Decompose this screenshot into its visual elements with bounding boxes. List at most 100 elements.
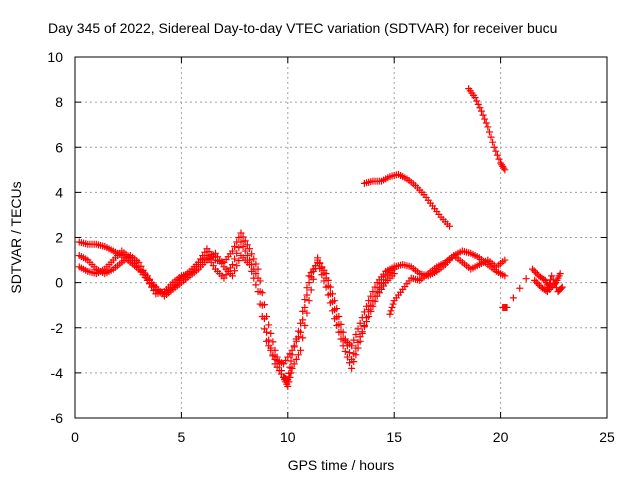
data-point	[292, 355, 300, 363]
data-point	[285, 369, 293, 377]
data-point	[269, 351, 277, 359]
data-point	[303, 291, 311, 299]
data-point	[254, 288, 262, 296]
data-point	[532, 268, 540, 276]
data-point	[390, 270, 398, 278]
data-point	[228, 247, 236, 255]
data-point	[551, 280, 559, 288]
data-point	[331, 315, 339, 323]
data-point	[307, 273, 315, 281]
data-point	[360, 323, 368, 331]
data-point	[248, 267, 256, 275]
data-point	[522, 275, 530, 283]
data-point	[294, 351, 302, 359]
data-point	[501, 256, 509, 264]
data-point	[241, 247, 249, 255]
data-point	[360, 308, 368, 316]
data-point	[322, 270, 330, 278]
y-tick-label: -6	[51, 410, 64, 426]
data-point	[500, 164, 508, 172]
data-point	[248, 250, 256, 258]
data-point	[354, 338, 362, 346]
grid-layer	[75, 57, 607, 418]
data-point	[228, 272, 236, 280]
series-track-c	[75, 249, 398, 368]
data-point	[343, 342, 351, 350]
data-point	[284, 382, 292, 390]
data-point	[473, 97, 481, 105]
x-tick-label: 5	[178, 429, 186, 445]
points-layer	[75, 85, 566, 390]
data-point	[305, 279, 313, 287]
x-tick-label: 10	[280, 429, 296, 445]
data-point	[352, 344, 360, 352]
data-point	[256, 300, 264, 308]
series-high-arc	[360, 170, 454, 230]
data-point	[237, 229, 245, 237]
data-point	[252, 281, 260, 289]
y-tick-label: 6	[55, 139, 63, 155]
data-point	[231, 255, 239, 263]
data-point	[482, 119, 490, 127]
data-point	[530, 267, 538, 275]
data-point	[303, 284, 311, 292]
data-point	[492, 147, 500, 155]
data-point	[479, 111, 487, 119]
data-point	[354, 325, 362, 333]
y-tick-label: 2	[55, 230, 63, 246]
ticks-layer: 0 5 10 15 20 25 -6 -4 -2 0 2 4 6 8 10	[47, 49, 615, 445]
data-point	[387, 307, 395, 315]
x-tick-label: 15	[386, 429, 402, 445]
data-point	[265, 321, 273, 329]
data-point	[245, 261, 253, 269]
data-point	[265, 342, 273, 350]
data-point	[239, 243, 247, 251]
data-point	[250, 255, 258, 263]
data-point	[237, 238, 245, 246]
series-segment-after-15	[386, 252, 509, 318]
series-upper-drop	[465, 85, 509, 174]
data-point	[297, 346, 305, 354]
data-point	[341, 347, 349, 355]
x-axis-title: GPS time / hours	[288, 457, 395, 473]
x-tick-label: 25	[599, 429, 615, 445]
y-tick-label: -2	[51, 320, 64, 336]
data-point	[493, 151, 501, 159]
data-point	[303, 309, 311, 317]
data-point	[288, 346, 296, 354]
data-point	[267, 346, 275, 354]
data-point	[337, 320, 345, 328]
data-point	[557, 284, 565, 292]
data-point	[358, 328, 366, 336]
data-point	[548, 272, 556, 280]
data-point	[549, 276, 557, 284]
data-point	[326, 299, 334, 307]
data-point	[352, 331, 360, 339]
data-point	[356, 333, 364, 341]
data-point	[137, 262, 145, 270]
y-tick-label: -4	[51, 365, 64, 381]
data-point	[341, 335, 349, 343]
data-point	[301, 296, 309, 304]
data-point	[509, 294, 517, 302]
data-point	[558, 283, 566, 291]
data-point	[286, 363, 294, 371]
data-point	[481, 115, 489, 123]
data-point	[356, 319, 364, 327]
data-point	[333, 321, 341, 329]
data-point	[301, 321, 309, 329]
data-point	[489, 138, 497, 146]
data-point	[501, 272, 509, 280]
data-point	[516, 284, 524, 292]
data-point	[503, 303, 511, 311]
data-point	[263, 337, 271, 345]
data-point	[311, 262, 319, 270]
series-track-a	[75, 229, 509, 390]
y-tick-label: 4	[55, 184, 63, 200]
data-point	[309, 267, 317, 275]
data-point	[333, 305, 341, 313]
data-point	[346, 349, 354, 357]
data-point	[328, 307, 336, 315]
data-point	[531, 276, 539, 284]
